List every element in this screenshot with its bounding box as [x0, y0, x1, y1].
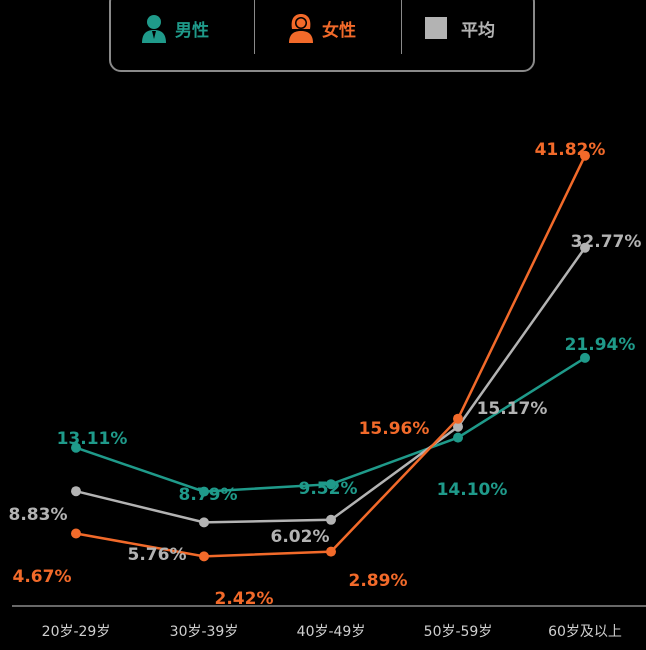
data-point-male [453, 432, 463, 443]
data-label-female: 2.89% [349, 571, 408, 591]
data-point-female [453, 413, 463, 424]
data-label-male: 14.10% [437, 480, 508, 500]
legend-label-male: 男性 [175, 20, 209, 41]
male-person-icon [142, 15, 166, 43]
legend-label-avg: 平均 [461, 20, 495, 41]
x-tick-label: 20岁-29岁 [42, 624, 111, 640]
female-person-icon [289, 14, 313, 43]
data-label-male: 9.52% [299, 479, 358, 499]
data-point-female [199, 551, 209, 562]
data-label-avg: 15.17% [477, 399, 548, 419]
x-tick-label: 50岁-59岁 [424, 624, 493, 640]
legend-label-female: 女性 [322, 20, 356, 41]
data-point-avg [71, 486, 81, 497]
data-point-male [199, 486, 209, 497]
data-label-female: 2.42% [215, 589, 274, 609]
x-tick-label: 30岁-39岁 [170, 624, 239, 640]
gray-square-icon [425, 17, 447, 39]
legend-item-female: 女性 [288, 8, 356, 48]
data-point-avg [580, 242, 590, 253]
series-line-male [75, 356, 586, 493]
data-label-female: 15.96% [359, 419, 430, 439]
data-point-male [326, 479, 336, 490]
data-label-male: 21.94% [565, 335, 636, 355]
legend-divider [401, 0, 402, 54]
data-point-avg [326, 514, 336, 525]
legend-item-male: 男性 [141, 8, 209, 48]
data-point-avg [199, 517, 209, 528]
data-label-avg: 8.83% [9, 505, 68, 525]
data-label-female: 41.82% [535, 140, 606, 160]
data-label-male: 8.79% [179, 485, 238, 505]
x-tick-label: 40岁-49岁 [297, 624, 366, 640]
legend-divider [254, 0, 255, 54]
data-label-avg: 32.77% [571, 232, 642, 252]
data-point-male [71, 442, 81, 453]
data-point-female [71, 528, 81, 539]
data-label-avg: 6.02% [271, 527, 330, 547]
data-point-male [580, 352, 590, 363]
data-point-female [580, 150, 590, 161]
data-point-avg [453, 421, 463, 432]
data-label-male: 13.11% [57, 429, 128, 449]
data-label-female: 4.67% [13, 567, 72, 587]
legend-item-avg: 平均 [425, 8, 495, 48]
x-tick-label: 60岁及以上 [548, 624, 622, 640]
legend: 男性 女性 平均 [109, 0, 535, 72]
data-label-avg: 5.76% [128, 545, 187, 565]
data-point-female [326, 546, 336, 557]
